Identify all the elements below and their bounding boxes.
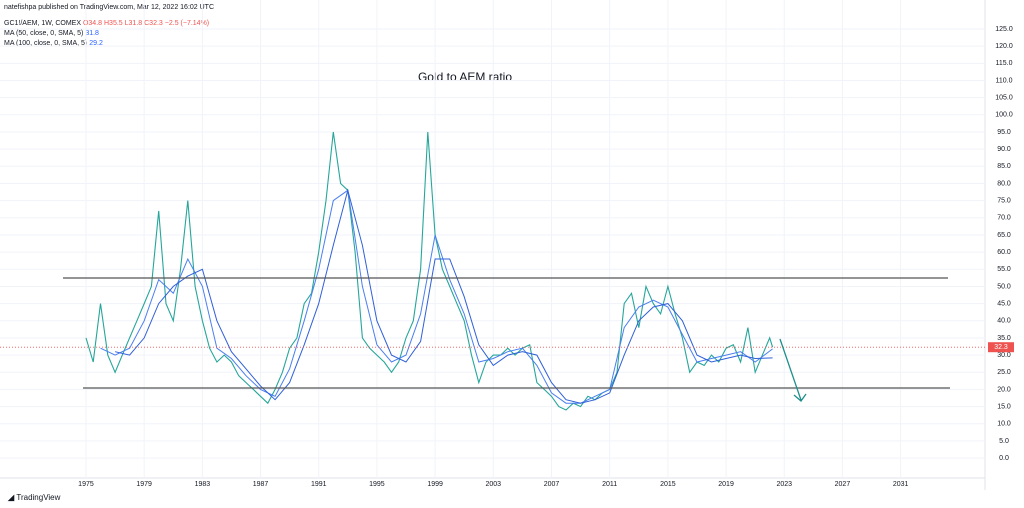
close: C32.3 [144, 20, 163, 27]
y-tick-label: 120.0 [995, 43, 1013, 50]
legend-row: MA (50, close, 0, SMA, 5) 31.8 [4, 30, 99, 37]
y-tick-label: 100.0 [995, 112, 1013, 119]
y-tick-label: 35.0 [997, 335, 1011, 342]
ma100-value: 29.2 [89, 40, 103, 47]
y-tick-label: 60.0 [997, 249, 1011, 256]
x-tick-label: 2015 [660, 481, 676, 488]
open: O34.8 [83, 20, 102, 27]
last-price-label: 32.3 [994, 344, 1008, 351]
y-tick-label: 25.0 [997, 369, 1011, 376]
high: H35.5 [104, 20, 123, 27]
y-tick-label: 45.0 [997, 300, 1011, 307]
x-tick-label: 1975 [78, 481, 94, 488]
chart-title: Gold to AEM ratio [418, 70, 512, 84]
legend-row: MA (100, close, 0, SMA, 5) 29.2 [4, 40, 103, 47]
x-tick-label: 1991 [311, 481, 327, 488]
y-tick-label: 75.0 [997, 197, 1011, 204]
change: −2.5 (−7.14%) [165, 20, 209, 27]
x-tick-label: 1995 [369, 481, 385, 488]
y-tick-label: 5.0 [999, 438, 1009, 445]
x-tick-label: 2031 [893, 481, 909, 488]
y-tick-label: 125.0 [995, 26, 1013, 33]
series-line [114, 188, 773, 404]
y-tick-label: 20.0 [997, 386, 1011, 393]
x-tick-label: 2019 [718, 481, 734, 488]
series-line [100, 189, 773, 404]
x-tick-label: 2011 [602, 481, 617, 488]
series-line [85, 131, 774, 411]
y-tick-label: 80.0 [997, 180, 1011, 187]
publisher: natefishpa published on TradingView.com,… [4, 4, 214, 11]
x-tick-label: 2027 [835, 481, 851, 488]
x-tick-label: 2023 [776, 481, 792, 488]
x-tick-label: 1979 [136, 481, 152, 488]
y-tick-label: 110.0 [996, 77, 1013, 84]
y-tick-label: 0.0 [999, 455, 1009, 462]
x-tick-label: 1987 [253, 481, 269, 488]
drawn-arrow [779, 338, 807, 402]
x-tick-label: 2003 [486, 481, 502, 488]
y-tick-label: 30.0 [997, 352, 1011, 359]
plot [0, 0, 985, 478]
y-tick-label: 105.0 [995, 94, 1013, 101]
ma50-value: 31.8 [85, 30, 99, 37]
logo: ◢ [7, 493, 16, 502]
y-tick-label: 50.0 [997, 283, 1011, 290]
y-tick-label: 115.0 [996, 60, 1013, 67]
brand-text: TradingView [16, 493, 60, 502]
y-tick-label: 90.0 [997, 146, 1011, 153]
y-tick-label: 70.0 [997, 215, 1011, 222]
y-tick-label: 85.0 [997, 163, 1011, 170]
brand: ◢ TradingView [7, 493, 61, 502]
x-tick-label: 1983 [195, 481, 211, 488]
y-tick-label: 55.0 [997, 266, 1011, 273]
y-tick-label: 40.0 [997, 318, 1011, 325]
symbol: GC1!/AEM, 1W, COMEX [4, 20, 81, 27]
last-price-box [988, 342, 1014, 353]
ma100: MA (100, close, 0, SMA, 5) [4, 40, 87, 47]
y-tick-label: 10.0 [997, 421, 1011, 428]
x-tick-label: 1999 [427, 481, 443, 488]
legend-row: GC1!/AEM, 1W, COMEX O34.8 H35.5 L31.8 C3… [4, 20, 209, 27]
y-tick-label: 95.0 [997, 129, 1011, 136]
y-tick-label: 15.0 [997, 403, 1011, 410]
y-tick-label: 65.0 [997, 232, 1011, 239]
x-tick-label: 2007 [544, 481, 560, 488]
low: L31.8 [125, 20, 143, 27]
ma50: MA (50, close, 0, SMA, 5) [4, 30, 83, 37]
